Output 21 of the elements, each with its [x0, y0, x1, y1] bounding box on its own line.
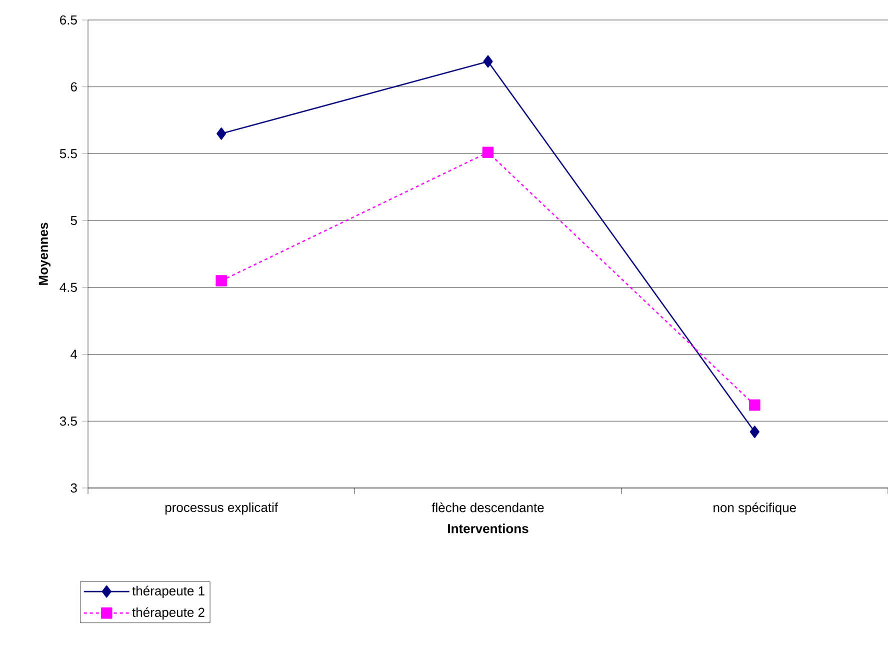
- y-tick-label: 4: [70, 350, 78, 359]
- point: [749, 399, 760, 411]
- y-tick-label: 6.5: [60, 15, 77, 25]
- y-tick-label: 3: [70, 483, 77, 493]
- point: [482, 146, 494, 158]
- legend-label: thérapeute 2: [132, 607, 204, 620]
- point: [216, 128, 226, 140]
- x-axis-title: Interventions: [448, 524, 528, 534]
- x-tick-label: flèche descendante: [432, 502, 544, 512]
- y-tick-label: 6: [70, 82, 77, 92]
- y-tick-label: 3.5: [60, 416, 77, 426]
- point: [750, 426, 760, 438]
- point: [216, 275, 227, 286]
- y-tick-label: 5.5: [60, 149, 77, 158]
- x-tick-label: processus explicatif: [165, 502, 278, 515]
- x-tick-label: non spécifique: [714, 502, 796, 515]
- y-tick-label: 4.5: [60, 282, 77, 292]
- legend-label: thérapeute 1: [132, 586, 204, 598]
- y-axis-title: Moyennes: [38, 222, 51, 285]
- point: [483, 55, 493, 68]
- y-tick-label: 5: [70, 216, 77, 226]
